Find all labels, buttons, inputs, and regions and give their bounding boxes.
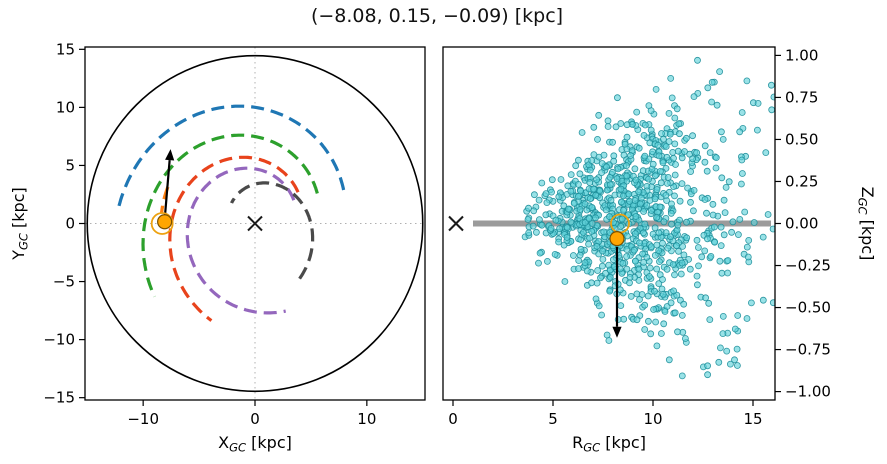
- y-tick-label: −0.25: [785, 257, 831, 275]
- x-axis: −10 0 10: [127, 400, 376, 428]
- spiral-norma-arm: [230, 181, 315, 280]
- y-tick-label: −10: [43, 331, 75, 349]
- y-tick-label: 10: [56, 98, 75, 116]
- x-tick-label: 10: [357, 410, 376, 428]
- x-tick-label: 15: [743, 410, 762, 428]
- y-tick-label: −5: [53, 273, 75, 291]
- x-axis-label: XGC [kpc]: [218, 433, 292, 455]
- y-tick-label: −15: [43, 389, 75, 407]
- spiral-arms: [116, 104, 346, 322]
- y-axis-label: ZGC [kpc]: [856, 187, 878, 261]
- velocity-arrow: [163, 149, 175, 221]
- rz-panel: 0 5 10 15 1.00 0.75 0.50 0.25 0.00 −0.25 −0.50 −0.7…: [442, 46, 878, 455]
- y-axis-label: YGC [kpc]: [9, 187, 31, 261]
- y-tick-label: 5: [65, 156, 75, 174]
- figure-title: (−8.08, 0.15, −0.09) [kpc]: [310, 5, 564, 27]
- y-tick-label: 1.00: [785, 46, 818, 64]
- galactic-center-marker: [448, 215, 464, 232]
- x-axis-label: RGC [kpc]: [572, 433, 646, 455]
- xy-panel: −10 0 10 −15 −10 −5 0 5 10 15 XGC [kpc] YGC [kpc]: [9, 40, 426, 455]
- x-axis: 0 5 10 15: [448, 400, 763, 428]
- sun-ring-marker: [150, 212, 174, 235]
- spiral-outer-arm: [116, 104, 346, 212]
- x-tick-label: 0: [448, 410, 458, 428]
- y-tick-label: 0.50: [785, 130, 818, 148]
- galactic-disk-outline: [86, 54, 424, 393]
- x-tick-label: 0: [250, 410, 260, 428]
- y-tick-label: −0.75: [785, 341, 831, 359]
- y-tick-label: 0.25: [785, 172, 818, 190]
- y-tick-label: 0: [65, 215, 75, 233]
- y-tick-label: 0.75: [785, 88, 818, 106]
- star-marker: [609, 231, 625, 247]
- y-tick-label: −1.00: [785, 383, 831, 401]
- y-axis-right: 1.00 0.75 0.50 0.25 0.00 −0.25 −0.50 −0.75 −1.00: [775, 46, 831, 401]
- spiral-scutum-arm: [185, 166, 296, 315]
- scatter-points: [521, 56, 775, 380]
- y-axis: −15 −10 −5 0 5 10 15: [43, 40, 85, 407]
- y-tick-label: 0.00: [785, 215, 818, 233]
- galactic-center-marker: [247, 215, 263, 232]
- spiral-sagittarius-arm: [168, 155, 300, 322]
- x-tick-label: 10: [643, 410, 662, 428]
- y-tick-label: −0.50: [785, 299, 831, 317]
- star-marker: [157, 214, 173, 230]
- x-tick-label: 5: [548, 410, 558, 428]
- velocity-arrow: [612, 247, 622, 338]
- x-tick-label: −10: [127, 410, 159, 428]
- y-tick-label: 15: [56, 40, 75, 58]
- spiral-perseus-arm: [141, 133, 319, 298]
